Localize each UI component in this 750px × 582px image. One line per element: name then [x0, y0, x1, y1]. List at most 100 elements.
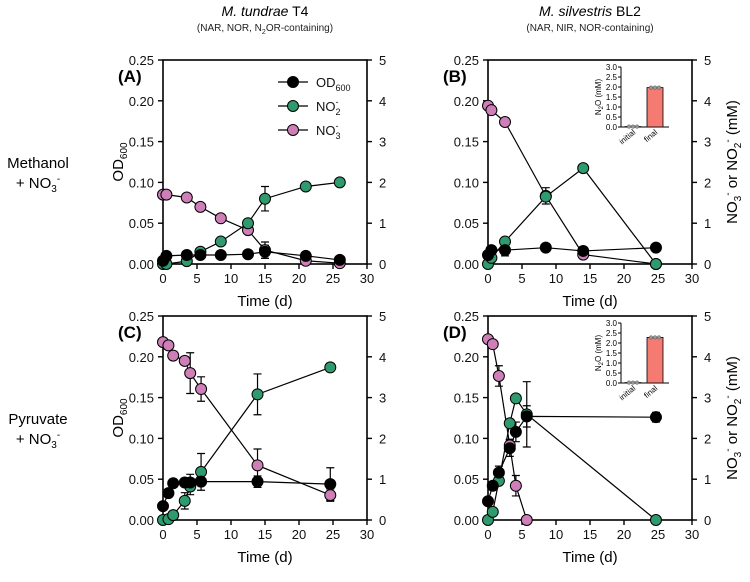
panel-label: (C) [118, 323, 142, 342]
inset-tick-label: 1.0 [606, 359, 618, 368]
y2-tick-label: 2 [379, 431, 386, 446]
legend-marker [287, 124, 299, 136]
data-point-od600 [242, 248, 254, 261]
data-point-no3 [214, 212, 227, 225]
series-line-od600 [487, 247, 656, 256]
x-tick-label: 10 [224, 527, 238, 542]
x-tick-label: 20 [292, 271, 306, 286]
data-point-no2 [299, 180, 312, 193]
y-tick-label: 0.25 [129, 309, 154, 324]
y2-tick-label: 5 [379, 53, 386, 68]
x-tick-label: 15 [258, 527, 272, 542]
y2-tick-label: 1 [704, 216, 711, 231]
data-point-od600 [160, 249, 173, 262]
y2-tick-label: 0 [379, 513, 386, 528]
data-point-od600 [324, 478, 337, 491]
data-point-od600 [251, 475, 264, 488]
x-tick-label: 20 [617, 527, 631, 542]
data-point-no2 [539, 190, 552, 203]
inset-y-label: N2O (mM) [594, 335, 605, 372]
data-point-no2 [251, 388, 264, 401]
data-point-od600 [167, 477, 180, 490]
inset-replicate-point [635, 124, 640, 129]
inset-bar-final [646, 87, 664, 128]
y-tick-label: 0.05 [129, 472, 154, 487]
row-label-methanol: Methanol + NO3- [7, 155, 69, 195]
inset-category-label: initial [618, 127, 638, 146]
data-point-no2 [242, 217, 254, 230]
x-tick-label: 0 [484, 527, 491, 542]
x-tick-label: 20 [617, 271, 631, 286]
data-point-no2 [649, 258, 662, 270]
data-point-od600 [509, 425, 522, 438]
x-tick-label: 30 [685, 527, 699, 542]
x-tick-label: 5 [518, 527, 525, 542]
y2-tick-label: 3 [704, 391, 711, 406]
data-point-od600 [214, 249, 227, 262]
inset-replicate-point [627, 124, 632, 129]
data-point-od600 [333, 253, 346, 266]
panel-a: (A)0 5 10 15 20 25 300.000.050.100.150.200.250… [110, 53, 386, 310]
y-tick-label: 0.05 [454, 472, 479, 487]
inset-replicate-point [657, 85, 662, 90]
x-tick-label: 25 [651, 527, 665, 542]
x-tick-label: 15 [583, 527, 597, 542]
data-point-no3 [486, 338, 499, 351]
data-point-no2 [503, 417, 516, 430]
data-point-no3 [160, 188, 173, 201]
y-tick-label: 0.00 [129, 257, 154, 272]
inset-category-label: final [642, 128, 659, 144]
x-tick-label: 0 [484, 271, 491, 286]
x-tick-label: 10 [224, 271, 238, 286]
panel-label: (D) [443, 323, 467, 342]
subtitle-left: (NAR, NOR, N2OR-containing) [197, 23, 333, 36]
data-point-od600 [157, 500, 169, 513]
y2-tick-label: 0 [379, 257, 386, 272]
inset-tick-label: 0.0 [606, 123, 618, 132]
y2-tick-label: 3 [379, 391, 386, 406]
inset-replicate-point [631, 380, 636, 385]
y2-tick-label: 4 [379, 94, 386, 109]
legend-entry: NO3- [316, 121, 341, 141]
data-point-od600 [194, 249, 207, 262]
inset-tick-label: 1.5 [606, 349, 618, 358]
legend-marker [287, 100, 299, 112]
y2-tick-label: 5 [379, 309, 386, 324]
y-tick-label: 0.10 [454, 431, 479, 446]
data-point-no3 [324, 489, 337, 502]
data-point-no3 [180, 191, 193, 204]
y2-tick-label: 4 [704, 350, 711, 365]
y-tick-label: 0.15 [454, 391, 479, 406]
data-point-no3 [499, 116, 511, 129]
y-tick-label: 0.20 [454, 350, 479, 365]
title-left: M. tundrae T4 [222, 3, 309, 19]
data-point-od600 [520, 410, 533, 423]
y2-tick-label: 3 [379, 135, 386, 150]
legend-entry: NO2- [316, 97, 341, 117]
data-point-od600 [577, 244, 590, 257]
data-point-od600 [649, 411, 662, 424]
y2-axis-label: NO3- or NO2- (mM) [723, 100, 744, 224]
inset-y-label: N2O (mM) [594, 79, 605, 116]
x-tick-label: 30 [685, 271, 699, 286]
inset-category-label: final [642, 384, 659, 400]
inset-replicate-point [649, 335, 654, 340]
data-point-od600 [486, 479, 499, 492]
data-point-no2 [333, 176, 346, 189]
data-point-no3 [167, 349, 180, 362]
row-label-pyruvate: Pyruvate + NO3- [8, 411, 67, 451]
x-tick-label: 20 [292, 527, 306, 542]
inset-replicate-point [653, 335, 658, 340]
x-tick-label: 25 [326, 527, 340, 542]
data-point-od600 [259, 245, 271, 258]
y2-axis-label: NO3- or NO2- (mM) [723, 356, 744, 480]
y2-tick-label: 0 [704, 513, 711, 528]
y-tick-label: 0.00 [454, 257, 479, 272]
inset-tick-label: 1.5 [606, 93, 618, 102]
inset-tick-label: 1.0 [606, 103, 618, 112]
data-point-no2 [577, 162, 590, 175]
data-point-no3 [251, 459, 264, 472]
legend-entry: OD600 [316, 75, 351, 93]
